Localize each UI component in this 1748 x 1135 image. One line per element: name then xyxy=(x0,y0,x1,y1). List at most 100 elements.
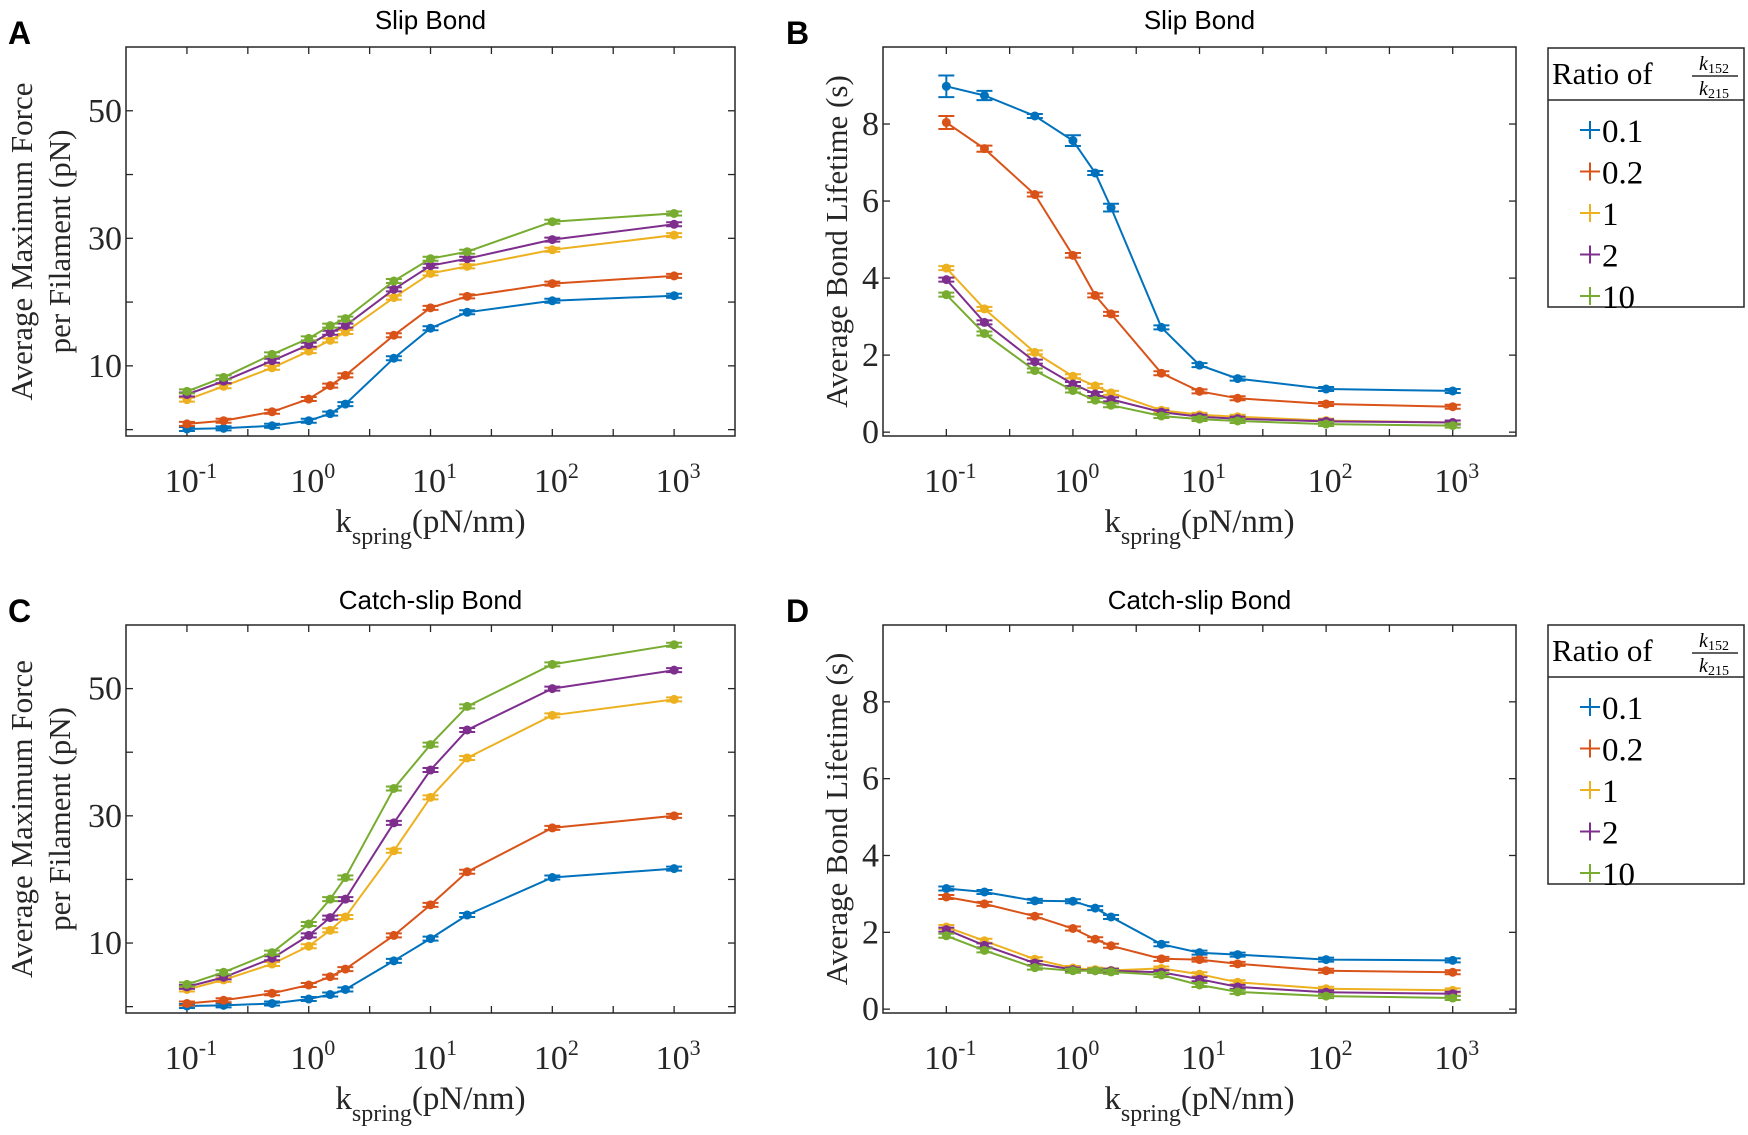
data-point xyxy=(304,980,314,990)
data-point xyxy=(979,304,989,314)
legend-fraction-denominator: k215 xyxy=(1699,655,1729,679)
x-tick-label: 103 xyxy=(656,458,701,500)
data-point xyxy=(1090,903,1100,913)
data-point xyxy=(979,317,989,327)
legend-label: 0.2 xyxy=(1602,733,1643,769)
data-point xyxy=(1106,309,1116,319)
data-point xyxy=(941,884,951,894)
data-point xyxy=(669,640,679,650)
x-tick-exponent: 3 xyxy=(1468,1035,1479,1060)
y-tick-label: 8 xyxy=(862,684,879,721)
data-point xyxy=(304,930,314,940)
data-point xyxy=(389,930,399,940)
x-label-base: k xyxy=(335,504,352,540)
data-point xyxy=(462,307,472,317)
numerator-base: k xyxy=(1699,53,1709,75)
data-point xyxy=(267,948,277,958)
legend-fraction-numerator: k152 xyxy=(1699,630,1729,654)
legend-fraction-denominator: k215 xyxy=(1699,78,1729,102)
x-tick-exponent: -1 xyxy=(958,458,976,483)
y-tick-label: 4 xyxy=(862,260,879,297)
data-point xyxy=(426,740,436,750)
data-point xyxy=(669,694,679,704)
legend-label: 1 xyxy=(1602,774,1619,810)
series-line xyxy=(186,212,675,393)
x-axis-label: kspring(pN/nm) xyxy=(335,1081,525,1127)
x-tick-label: 10-1 xyxy=(924,1035,976,1077)
data-point xyxy=(1068,966,1078,976)
y-axis-label: per Filament (pN) xyxy=(42,130,77,354)
legend-entry-10: 10 xyxy=(1580,280,1635,316)
x-tick-label: 102 xyxy=(534,458,579,500)
x-label-base: k xyxy=(335,1081,352,1117)
data-point xyxy=(547,873,557,883)
data-point xyxy=(1068,136,1078,146)
data-point xyxy=(1233,959,1243,969)
data-point xyxy=(1448,967,1458,977)
data-point xyxy=(426,323,436,333)
data-point xyxy=(340,894,350,904)
legend-label: 2 xyxy=(1602,816,1619,852)
data-point xyxy=(219,967,229,977)
y-axis-label: Average Bond Lifetime (s) xyxy=(819,75,854,408)
x-tick-base: 10 xyxy=(656,463,690,500)
x-tick-label: 101 xyxy=(1181,1035,1226,1077)
data-point xyxy=(1321,419,1331,429)
data-point xyxy=(1195,386,1205,396)
data-point xyxy=(979,144,989,154)
x-tick-label: 100 xyxy=(1054,1035,1099,1077)
data-point xyxy=(304,394,314,404)
data-point xyxy=(979,91,989,101)
data-point xyxy=(340,370,350,380)
legend-entry-0_2: 0.2 xyxy=(1580,156,1643,192)
data-point xyxy=(462,867,472,877)
legend-entry-0_1: 0.1 xyxy=(1580,114,1643,150)
data-point xyxy=(1321,384,1331,394)
y-tick-label: 30 xyxy=(88,798,122,835)
legend-entry-2: 2 xyxy=(1580,239,1619,275)
data-point xyxy=(1233,374,1243,384)
x-tick-exponent: 1 xyxy=(446,458,457,483)
data-point xyxy=(1448,421,1458,431)
data-point xyxy=(1156,368,1166,378)
data-point xyxy=(304,416,314,426)
data-point xyxy=(219,416,229,426)
x-tick-exponent: 0 xyxy=(324,458,335,483)
x-tick-label: 101 xyxy=(412,458,457,500)
data-point xyxy=(1068,379,1078,389)
series-1 xyxy=(938,263,1461,428)
data-point xyxy=(1321,966,1331,976)
x-axis-label: kspring(pN/nm) xyxy=(1104,1081,1294,1127)
chart-title: Catch-slip Bond xyxy=(339,585,523,615)
x-label-subscript: spring xyxy=(352,1101,412,1127)
data-point xyxy=(462,291,472,301)
x-tick-label: 10-1 xyxy=(924,458,976,500)
data-point xyxy=(547,684,557,694)
chart-title: Slip Bond xyxy=(1144,5,1255,35)
legend-title: Ratio of xyxy=(1552,56,1653,91)
data-point xyxy=(426,765,436,775)
data-point xyxy=(547,245,557,255)
data-point xyxy=(1090,395,1100,405)
x-label-subscript: spring xyxy=(1121,1101,1181,1127)
data-point xyxy=(426,268,436,278)
chart-title: Catch-slip Bond xyxy=(1108,585,1292,615)
data-point xyxy=(1156,954,1166,964)
data-point xyxy=(669,271,679,281)
data-point xyxy=(941,931,951,941)
data-point xyxy=(941,263,951,273)
data-point xyxy=(304,340,314,350)
data-point xyxy=(389,818,399,828)
x-tick-base: 10 xyxy=(924,463,958,500)
data-point xyxy=(1195,414,1205,424)
denominator-base: k xyxy=(1699,655,1709,677)
data-point xyxy=(1233,416,1243,426)
data-point xyxy=(267,356,277,366)
x-label-base: k xyxy=(1104,1081,1121,1117)
x-tick-exponent: 2 xyxy=(568,458,579,483)
series-0_1 xyxy=(178,291,683,434)
